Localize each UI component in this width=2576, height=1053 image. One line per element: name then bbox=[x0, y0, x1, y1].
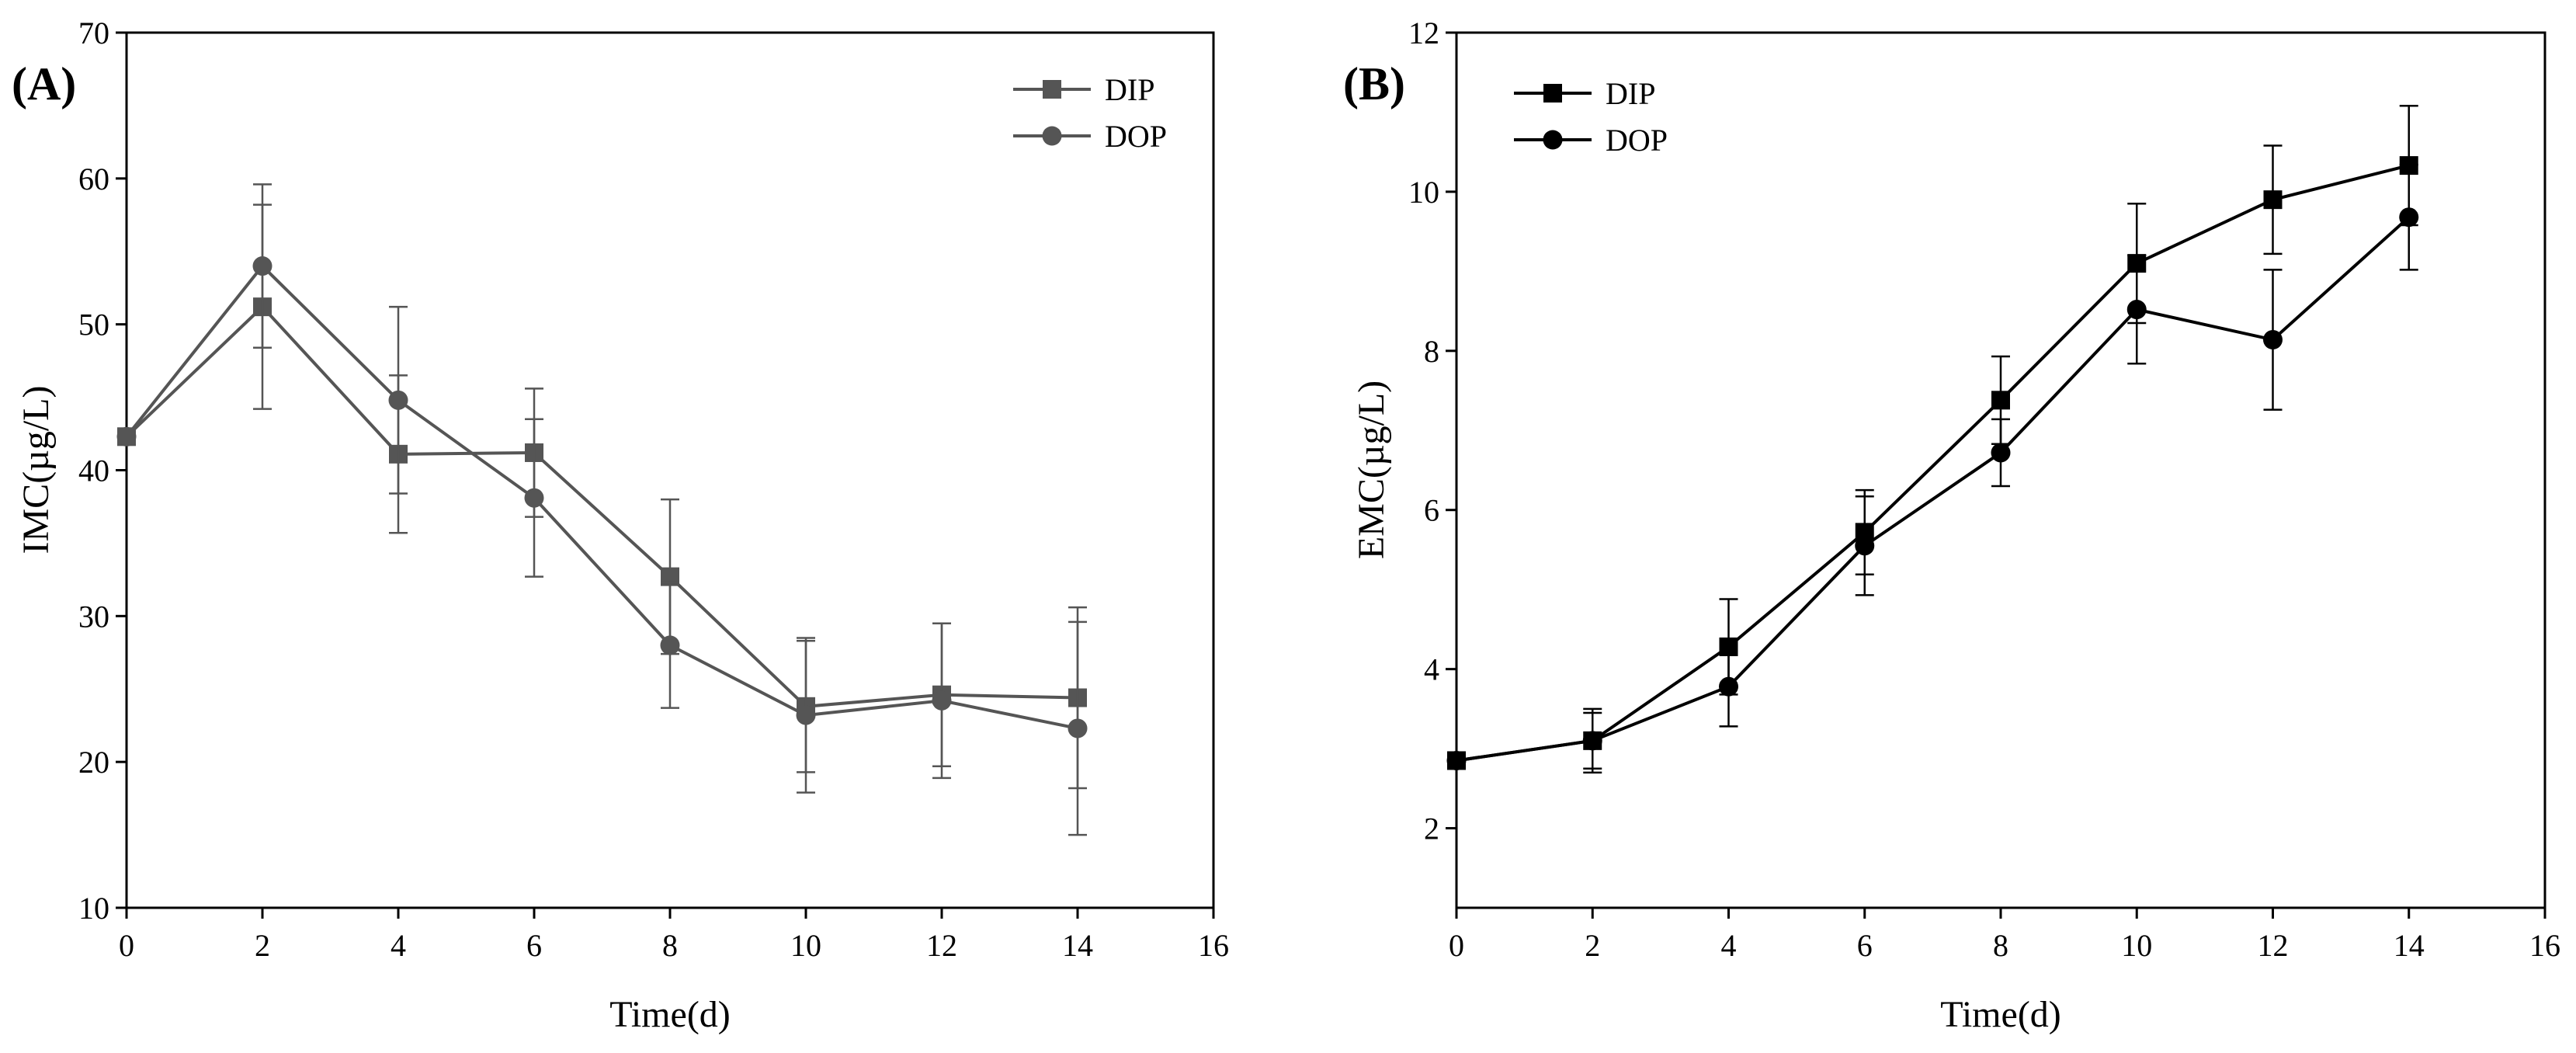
x-tick-label: 16 bbox=[1198, 928, 1229, 963]
legend-marker-square bbox=[1043, 80, 1061, 99]
legend: DIP DOP bbox=[1013, 72, 1167, 154]
data-point-circle bbox=[1991, 443, 2011, 463]
x-tick-label: 6 bbox=[1857, 928, 1873, 963]
x-tick-label: 16 bbox=[2529, 928, 2560, 963]
x-tick-label: 14 bbox=[1062, 928, 1093, 963]
x-tick-label: 10 bbox=[2121, 928, 2152, 963]
y-tick-label: 4 bbox=[1424, 652, 1439, 687]
series-line bbox=[125, 263, 1078, 730]
data-point-square bbox=[1991, 391, 2010, 410]
y-tick-label: 20 bbox=[78, 745, 109, 780]
x-tick-label: 4 bbox=[391, 928, 406, 963]
y-tick-label: 40 bbox=[78, 454, 109, 488]
y-tick-label: 70 bbox=[78, 16, 109, 50]
data-point-circle bbox=[2126, 300, 2147, 320]
x-tick-label: 10 bbox=[790, 928, 821, 963]
axis-ticks: 0 2 4 6 8 10 12 14 16 10 20 30 40 50 60 70 bbox=[78, 16, 1229, 963]
y-tick-label: 50 bbox=[78, 308, 109, 342]
panel-label: (A) bbox=[12, 58, 76, 109]
y-tick-label: 10 bbox=[1408, 175, 1439, 210]
y-tick-label: 10 bbox=[78, 891, 109, 926]
data-point-circle bbox=[116, 426, 137, 447]
data-point-circle bbox=[252, 256, 273, 276]
legend-label: DOP bbox=[1606, 123, 1668, 158]
series-line bbox=[1456, 216, 2411, 763]
y-tick-label: 30 bbox=[78, 599, 109, 634]
data-point-circle bbox=[660, 635, 680, 655]
data-point-circle bbox=[1582, 731, 1602, 751]
data-point-square bbox=[2263, 190, 2283, 210]
x-tick-label: 6 bbox=[526, 928, 542, 963]
series-dop bbox=[116, 183, 1088, 836]
y-tick-label: 8 bbox=[1424, 334, 1439, 369]
x-tick-label: 12 bbox=[926, 928, 957, 963]
x-tick-label: 2 bbox=[1585, 928, 1600, 963]
series-line bbox=[1456, 164, 2410, 763]
x-tick-label: 8 bbox=[1993, 928, 2008, 963]
x-tick-label: 2 bbox=[255, 928, 270, 963]
x-axis-label: Time(d) bbox=[609, 994, 731, 1035]
y-tick-label: 12 bbox=[1408, 16, 1439, 50]
axis-ticks: 0 2 4 6 8 10 12 14 16 2 4 6 8 10 12 bbox=[1408, 16, 2560, 963]
data-point-circle bbox=[1068, 718, 1088, 738]
data-series-group bbox=[1446, 105, 2419, 774]
y-axis-label: IMC(µg/L) bbox=[16, 386, 57, 554]
x-tick-label: 0 bbox=[119, 928, 134, 963]
y-tick-label: 2 bbox=[1424, 811, 1439, 846]
legend-marker-circle bbox=[1042, 126, 1062, 146]
y-axis-label: EMC(µg/L) bbox=[1351, 381, 1392, 559]
legend-marker-circle bbox=[1543, 130, 1563, 150]
legend-label: DOP bbox=[1105, 119, 1167, 154]
data-point-circle bbox=[1446, 750, 1467, 770]
plot-area-frame bbox=[125, 31, 1215, 909]
data-point-circle bbox=[1855, 536, 1875, 556]
data-series-group bbox=[116, 183, 1088, 836]
data-point-circle bbox=[388, 390, 408, 410]
series-line bbox=[125, 304, 1078, 708]
series-dop bbox=[1446, 163, 2419, 770]
data-point-circle bbox=[2263, 329, 2283, 349]
legend: DIP DOP bbox=[1514, 76, 1668, 158]
x-tick-label: 12 bbox=[2258, 928, 2289, 963]
panel-label: (B) bbox=[1343, 58, 1405, 109]
y-tick-label: 60 bbox=[78, 162, 109, 196]
y-tick-label: 6 bbox=[1424, 493, 1439, 528]
x-axis-label: Time(d) bbox=[1940, 994, 2061, 1035]
x-tick-label: 4 bbox=[1721, 928, 1737, 963]
data-point-circle bbox=[796, 705, 816, 725]
legend-label: DIP bbox=[1606, 76, 1655, 111]
chart-panel-a: (A) 0 2 4 6 8 10 12 14 16 10 20 30 40 50 60 70 DIP DOP T… bbox=[12, 16, 1229, 1035]
x-tick-label: 14 bbox=[2394, 928, 2425, 963]
series-dip bbox=[1447, 105, 2418, 774]
legend-marker-square bbox=[1543, 84, 1562, 103]
legend-label: DIP bbox=[1105, 72, 1154, 107]
data-point-circle bbox=[932, 690, 952, 711]
x-tick-label: 0 bbox=[1449, 928, 1464, 963]
data-point-circle bbox=[524, 488, 544, 508]
chart-panel-b: (B) 0 2 4 6 8 10 12 14 16 2 4 6 8 10 12 DIP DOP Time(d)… bbox=[1343, 16, 2560, 1035]
data-point-circle bbox=[1719, 676, 1738, 697]
data-point-circle bbox=[2399, 207, 2419, 228]
x-tick-label: 8 bbox=[662, 928, 678, 963]
